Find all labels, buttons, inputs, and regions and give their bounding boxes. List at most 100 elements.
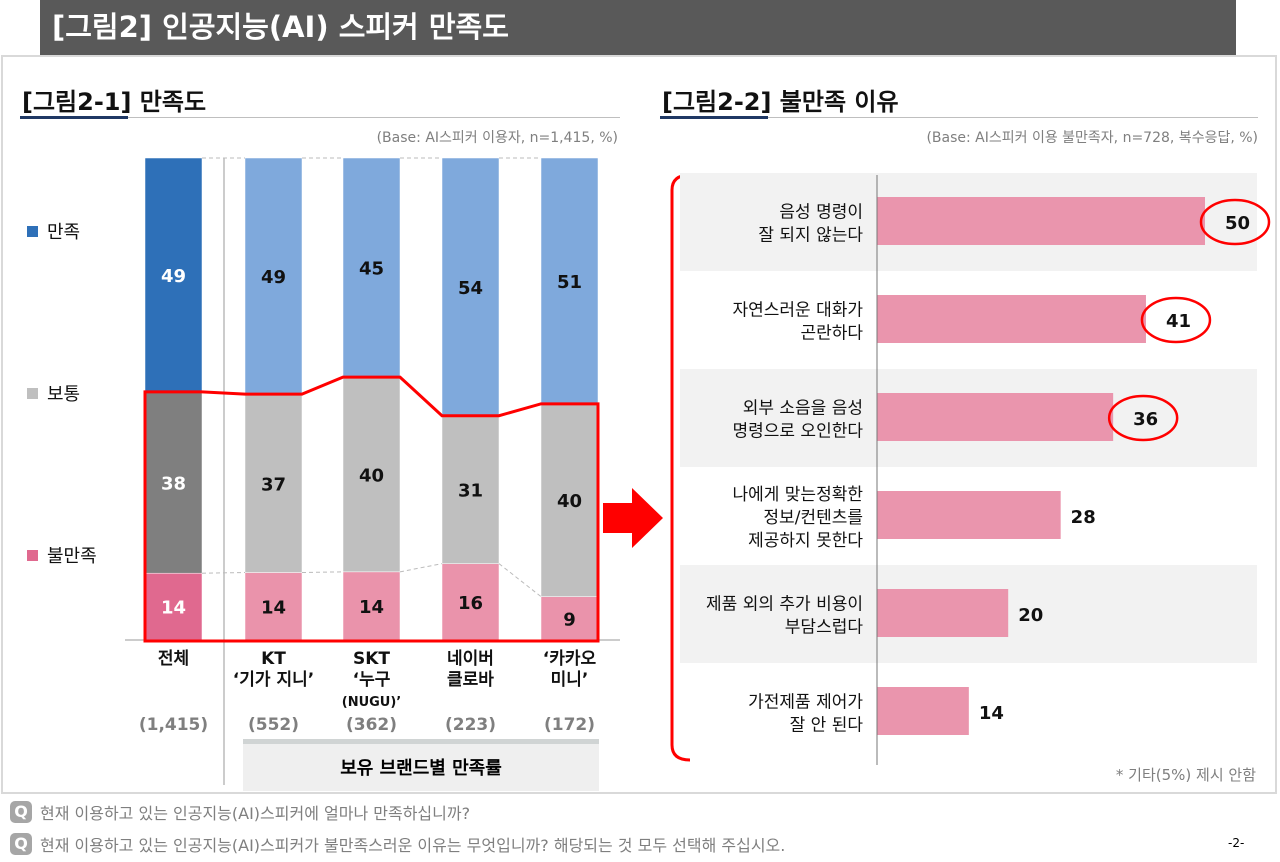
data-label: 14: [161, 598, 186, 619]
connector-line: [498, 563, 542, 598]
legend-label: 불만족: [47, 546, 97, 567]
category-label: 곤란하다: [800, 324, 863, 344]
question-text: 현재 이용하고 있는 인공지능(AI)스피커가 불만족스러운 이유는 무엇입니까…: [40, 836, 786, 855]
question-icon: Q: [10, 801, 32, 823]
data-label: 9: [563, 609, 576, 630]
bar: [877, 393, 1114, 441]
bar: [877, 197, 1205, 245]
bar: [877, 295, 1146, 343]
question-1: Q 현재 이용하고 있는 인공지능(AI)스피커에 얼마나 만족하십니까?: [10, 800, 470, 824]
data-label: 54: [458, 278, 483, 299]
data-label: 51: [557, 272, 582, 293]
data-label: 50: [1225, 213, 1250, 234]
data-label: 38: [161, 474, 186, 495]
data-label: 14: [359, 597, 384, 618]
category-label: SKT: [353, 649, 390, 669]
highlight-circle: [1199, 198, 1271, 246]
category-label: 정보/컨텐츠를: [763, 508, 863, 528]
data-label: 14: [261, 597, 286, 618]
page-title: [그림2] 인공지능(AI) 스피커 만족도: [40, 0, 1236, 55]
bar: [877, 491, 1061, 539]
category-label: (NUGU)’: [342, 695, 401, 710]
bar-보통: [244, 393, 303, 573]
bar-보통: [540, 403, 599, 597]
bar: [877, 589, 1009, 637]
category-label: 외부 소음을 음성: [743, 399, 863, 419]
highlight-outline: [143, 375, 600, 643]
count-label: (362): [346, 715, 397, 735]
category-label: 전체: [158, 649, 189, 669]
page-number: -2-: [1228, 836, 1245, 850]
right-base-note: (Base: AI스피커 이용 불만족자, n=728, 복수응답, %): [926, 130, 1258, 146]
bar-만족: [540, 157, 599, 405]
bar-보통: [144, 391, 203, 574]
left-base-note: (Base: AI스피커 이용자, n=1,415, %): [376, 130, 618, 146]
legend-swatch: [27, 226, 38, 237]
highlight-circle: [1140, 296, 1212, 344]
bar-불만족: [441, 563, 500, 641]
data-label: 31: [458, 481, 483, 502]
arrow-icon: [603, 488, 663, 548]
category-label: 잘 안 된다: [790, 716, 864, 736]
data-label: 49: [261, 267, 286, 288]
title-underline: [20, 116, 128, 119]
bar-만족: [144, 157, 203, 393]
count-label: (1,415): [139, 715, 208, 735]
question-icon: Q: [10, 833, 32, 855]
data-label: 49: [161, 266, 186, 287]
data-label: 45: [359, 259, 384, 280]
footnote: * 기타(5%) 제시 안함: [1115, 766, 1256, 784]
left-chart-title: [그림2-1] 만족도: [22, 88, 207, 116]
bar-만족: [441, 157, 500, 416]
category-label: KT: [261, 649, 286, 669]
category-label: ‘기가 지니’: [233, 670, 314, 690]
bar: [877, 687, 969, 735]
legend-swatch: [27, 550, 38, 561]
bar-보통: [441, 415, 500, 564]
brand-caption: 보유 브랜드별 만족률: [243, 739, 599, 791]
category-label: 자연스러운 대화가: [732, 301, 863, 321]
content-panel: [1, 55, 1277, 794]
data-label: 20: [1018, 605, 1043, 626]
bar-불만족: [244, 572, 303, 641]
data-label: 16: [458, 593, 483, 614]
category-label: 미니’: [551, 670, 589, 690]
category-label: 제품 외의 추가 비용이: [706, 595, 863, 615]
category-label: 부담스럽다: [785, 618, 864, 638]
bar-불만족: [540, 596, 599, 641]
count-label: (223): [445, 715, 496, 735]
bar-불만족: [144, 572, 203, 641]
bar-보통: [342, 376, 401, 573]
data-label: 40: [359, 465, 384, 486]
divider: [20, 117, 620, 118]
connector-line: [301, 571, 344, 574]
category-label: 잘 되지 않는다: [758, 226, 863, 246]
category-label: 나에게 맞는정확한: [732, 485, 863, 505]
data-label: 14: [979, 703, 1004, 724]
bar-불만족: [342, 571, 401, 641]
category-label: 명령으로 오인한다: [732, 422, 863, 442]
legend-swatch: [27, 388, 38, 399]
data-label: 28: [1071, 507, 1096, 528]
category-label: 네이버: [447, 649, 494, 669]
data-label: 36: [1133, 409, 1158, 430]
category-label: ‘누구: [353, 670, 391, 690]
right-chart-title: [그림2-2] 불만족 이유: [662, 88, 899, 116]
data-label: 37: [261, 474, 286, 495]
connector-line: [201, 572, 246, 574]
bar-만족: [342, 157, 401, 378]
category-label: 제공하지 못한다: [748, 531, 863, 551]
category-label: 음성 명령이: [779, 203, 863, 223]
category-label: 가전제품 제어가: [748, 693, 863, 713]
category-label: ‘카카오: [543, 649, 597, 669]
data-label: 40: [557, 491, 582, 512]
connector-line: [399, 563, 443, 573]
category-label: 클로바: [447, 670, 494, 690]
title-underline: [660, 116, 768, 119]
question-text: 현재 이용하고 있는 인공지능(AI)스피커에 얼마나 만족하십니까?: [40, 804, 471, 823]
question-2: Q 현재 이용하고 있는 인공지능(AI)스피커가 불만족스러운 이유는 무엇입니…: [10, 832, 785, 856]
count-label: (172): [544, 715, 595, 735]
legend-label: 보통: [47, 384, 80, 405]
highlight-circle: [1107, 394, 1179, 442]
